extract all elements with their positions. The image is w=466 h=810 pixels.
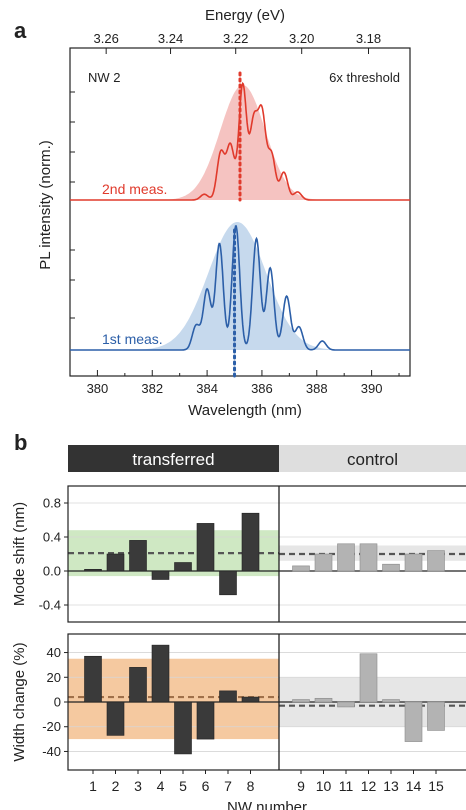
panel-a-label: a [14,18,27,43]
y-tick-label: 20 [47,670,61,685]
group-label-control: control [347,450,398,469]
x-tick-label: 3 [134,778,142,794]
y-tick-label: -0.4 [39,598,61,613]
bar-nw-13 [382,699,400,703]
label-2nd-meas: 2nd meas. [102,181,167,197]
bar-nw-15 [427,550,445,572]
x-tick-label: 12 [361,778,377,794]
x-tick-label: 8 [247,778,255,794]
x-tick-label: 10 [316,778,332,794]
y-tick-label: 0.4 [43,530,61,545]
bar-nw-3 [129,667,147,703]
energy-tick-label: 3.20 [289,31,314,46]
threshold-annotation: 6x threshold [329,70,400,85]
y-tick-label: 0 [54,695,61,710]
x-tick-label: 384 [196,381,218,396]
y-tick-label: 0.0 [43,564,61,579]
bar-nw-8 [241,512,260,572]
group-label-transferred: transferred [132,450,214,469]
x-tick-label: 11 [339,778,354,794]
bar-nw-3 [129,540,147,572]
x-axis-label: NW number [227,799,307,810]
bar-nw-14 [404,701,423,742]
y-tick-label: 40 [47,645,61,660]
x-tick-label: 382 [141,381,163,396]
bar-nw-12 [359,543,378,572]
energy-tick-label: 3.22 [223,31,248,46]
energy-tick-label: 3.24 [158,31,183,46]
spectrum-1st-meas [70,225,410,351]
bar-nw-11 [337,543,355,572]
x-tick-label: 9 [297,778,305,794]
energy-tick-label: 3.18 [356,31,381,46]
x-tick-label: 4 [157,778,165,794]
bar-nw-10 [314,697,333,703]
x-tick-label: 2 [112,778,120,794]
bar-nw-5 [174,562,192,572]
panel-b-label: b [14,430,27,455]
bar-nw-8 [241,696,260,703]
x-tick-label: 6 [202,778,210,794]
bar-nw-4 [151,570,170,580]
x-tick-label: 13 [383,778,399,794]
bar-nw-15 [427,701,445,731]
x-tick-label: 5 [179,778,187,794]
y-tick-label: -40 [42,744,61,759]
bar-nw-12 [359,653,378,703]
bar-nw-11 [337,701,355,708]
x-tick-label: 14 [406,778,422,794]
bar-nw-2 [106,553,125,572]
bar-nw-7 [219,690,237,703]
x-tick-label: 380 [87,381,109,396]
bar-nw-9 [292,699,310,703]
pl-intensity-axis-label: PL intensity (norm.) [37,140,54,270]
bar-nw-4 [151,644,170,703]
energy-axis-label: Energy (eV) [205,7,285,24]
bar-nw-7 [219,570,237,596]
y-axis-label: Width change (%) [11,642,28,761]
nw2-annotation: NW 2 [88,70,121,85]
x-tick-label: 386 [251,381,273,396]
bar-nw-5 [174,701,192,755]
bar-nw-2 [106,701,125,736]
x-tick-label: 388 [306,381,328,396]
x-tick-label: 7 [224,778,232,794]
bar-nw-1 [84,655,102,703]
x-tick-label: 390 [361,381,383,396]
wavelength-axis-label: Wavelength (nm) [188,402,302,419]
bar-nw-10 [314,553,333,572]
x-tick-label: 15 [428,778,444,794]
bar-nw-6 [196,523,215,572]
x-tick-label: 1 [89,778,97,794]
energy-tick-label: 3.26 [94,31,119,46]
bar-plots: transferred control 0.8 0.4 0.0 -0.4 Mode shif… [11,445,466,810]
bar-nw-14 [404,553,423,572]
plot-frame [69,47,411,377]
group-header-transferred [68,445,279,472]
group-header-control [279,445,466,472]
plot-frame [67,485,466,623]
y-tick-label: -20 [42,719,61,734]
y-axis-label: Mode shift (nm) [11,502,28,606]
y-tick-label: 0.8 [43,496,61,511]
bar-nw-9 [292,565,310,572]
bar-nw-1 [84,568,102,572]
bar-nw-6 [196,701,215,740]
label-1st-meas: 1st meas. [102,331,163,347]
spectrum-plot: 380 382 384 386 388 390 3.26 3.24 3.22 3.20 3.18 2n… [69,31,411,396]
bar-nw-13 [382,563,400,572]
